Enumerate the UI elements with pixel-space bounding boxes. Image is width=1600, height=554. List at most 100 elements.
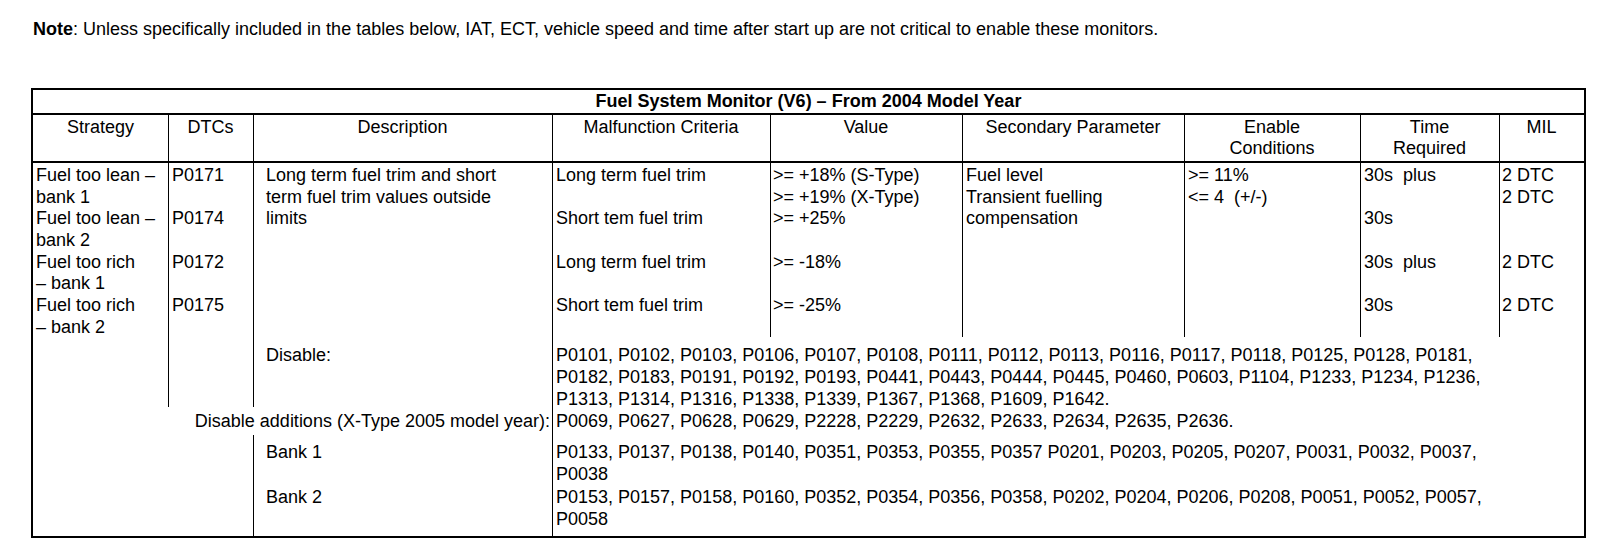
cell-line: limits: [266, 208, 561, 230]
cell-line: <= 4 (+/-): [1188, 187, 1360, 209]
col-header-time-required: Time Required: [1360, 117, 1499, 159]
cell-line: P0153, P0157, P0158, P0160, P0352, P0354…: [556, 486, 1582, 508]
col-header-secondary-parameter: Secondary Parameter: [962, 117, 1184, 138]
cell-line: compensation: [966, 208, 1184, 230]
cell-line: – bank 2: [36, 317, 171, 339]
cell-line: Fuel too rich: [36, 252, 171, 274]
cell-line: P0133, P0137, P0138, P0140, P0351, P0353…: [556, 441, 1582, 463]
cell-line: 2 DTC: [1502, 187, 1583, 209]
dtcs-cell: P0171 P0174 P0172 P0175: [168, 165, 257, 339]
cell-line: 30s plus: [1364, 165, 1499, 187]
border-under-title: [33, 113, 1584, 115]
col-header-enable-conditions: Enable Conditions: [1184, 117, 1360, 159]
cell-line: >= +19% (X-Type): [773, 187, 961, 209]
cell-line: [172, 317, 257, 339]
cell-line: bank 2: [36, 230, 171, 252]
cell-line: P0175: [172, 295, 257, 317]
cell-line: [556, 187, 770, 209]
cell-line: 2 DTC: [1502, 165, 1583, 187]
cell-line: [773, 317, 961, 339]
cell-line: [1364, 317, 1499, 339]
cell-line: [1502, 273, 1583, 295]
cell-line: P0172: [172, 252, 257, 274]
cell-line: >= 11%: [1188, 165, 1360, 187]
malfunction-criteria-cell: Long term fuel trim Short tem fuel trim Lo…: [552, 165, 770, 339]
cell-line: P0174: [172, 208, 257, 230]
value-cell: >= +18% (S-Type)>= +19% (X-Type)>= +25% >…: [770, 165, 961, 339]
border-secondary-enable: [1184, 113, 1185, 337]
disable-additions-label: Disable additions (X-Type 2005 model yea…: [131, 410, 550, 432]
col-header-value: Value: [770, 117, 962, 138]
cell-line: 30s: [1364, 208, 1499, 230]
cell-line: Short tem fuel trim: [556, 295, 770, 317]
note-label: Note: [33, 19, 73, 39]
col-header-strategy: Strategy: [33, 117, 168, 138]
disable-codes-list: P0101, P0102, P0103, P0106, P0107, P0108…: [556, 344, 1582, 410]
cell-line: [773, 230, 961, 252]
strategy-cell: Fuel too lean –bank 1Fuel too lean –bank…: [33, 165, 171, 339]
col-header-dtcs: DTCs: [168, 117, 253, 138]
cell-line: >= +18% (S-Type): [773, 165, 961, 187]
col-header-mil: MIL: [1499, 117, 1584, 138]
bank2-codes: P0153, P0157, P0158, P0160, P0352, P0354…: [556, 486, 1582, 530]
cell-line: Fuel too rich: [36, 295, 171, 317]
fuel-system-monitor-table: Fuel System Monitor (V6) – From 2004 Mod…: [31, 88, 1586, 538]
cell-line: Short tem fuel trim: [556, 208, 770, 230]
cell-line: [1502, 230, 1583, 252]
disable-label: Disable:: [266, 344, 331, 366]
cell-line: [773, 273, 961, 295]
cell-line: P0069, P0627, P0628, P0629, P2228, P2229…: [556, 410, 1582, 432]
cell-line: P0182, P0183, P0191, P0192, P0193, P0441…: [556, 366, 1582, 388]
cell-line: Fuel too lean –: [36, 165, 171, 187]
cell-line: >= -25%: [773, 295, 961, 317]
cell-line: bank 1: [36, 187, 171, 209]
disable-additions-codes: P0069, P0627, P0628, P0629, P2228, P2229…: [556, 410, 1582, 432]
cell-line: Fuel too lean –: [36, 208, 171, 230]
time-required-cell: 30s plus 30s 30s plus 30s: [1360, 165, 1499, 339]
border-under-header: [33, 161, 1584, 163]
cell-line: Long term fuel trim and short: [266, 165, 561, 187]
cell-line: [1364, 273, 1499, 295]
cell-line: Fuel level: [966, 165, 1184, 187]
scanned-document-page: { "note": { "label": "Note", "text": ": …: [0, 0, 1600, 554]
cell-line: [556, 273, 770, 295]
bank2-label: Bank 2: [266, 486, 322, 508]
cell-line: – bank 1: [36, 273, 171, 295]
cell-line: [172, 273, 257, 295]
cell-line: 30s plus: [1364, 252, 1499, 274]
col-header-malfunction-criteria: Malfunction Criteria: [552, 117, 770, 138]
cell-line: [1502, 208, 1583, 230]
border-bank-labels: [253, 435, 254, 536]
bank1-codes: P0133, P0137, P0138, P0140, P0351, P0353…: [556, 441, 1582, 485]
cell-line: P1313, P1314, P1316, P1338, P1339, P1367…: [556, 388, 1582, 410]
cell-line: 2 DTC: [1502, 295, 1583, 317]
note-text: : Unless specifically included in the ta…: [73, 19, 1158, 39]
mil-cell: 2 DTC2 DTC2 DTC2 DTC: [1499, 165, 1583, 339]
cell-line: Long term fuel trim: [556, 252, 770, 274]
cell-line: >= +25%: [773, 208, 961, 230]
cell-line: Transient fuelling: [966, 187, 1184, 209]
table-title: Fuel System Monitor (V6) – From 2004 Mod…: [33, 90, 1584, 113]
cell-line: [172, 187, 257, 209]
secondary-parameter-cell: Fuel levelTransient fuellingcompensation: [962, 165, 1184, 230]
cell-line: [1364, 187, 1499, 209]
cell-line: P0058: [556, 508, 1582, 530]
cell-line: Long term fuel trim: [556, 165, 770, 187]
enable-conditions-cell: >= 11%<= 4 (+/-): [1184, 165, 1360, 208]
bank1-label: Bank 1: [266, 441, 322, 463]
cell-line: [1502, 317, 1583, 339]
description-cell: Long term fuel trim and shortterm fuel t…: [253, 165, 561, 230]
cell-line: 30s: [1364, 295, 1499, 317]
cell-line: P0171: [172, 165, 257, 187]
cell-line: P0101, P0102, P0103, P0106, P0107, P0108…: [556, 344, 1582, 366]
cell-line: 2 DTC: [1502, 252, 1583, 274]
cell-line: [172, 230, 257, 252]
col-header-description: Description: [253, 117, 552, 138]
cell-line: [556, 317, 770, 339]
cell-line: [556, 230, 770, 252]
cell-line: P0038: [556, 463, 1582, 485]
cell-line: term fuel trim values outside: [266, 187, 561, 209]
cell-line: [1364, 230, 1499, 252]
cell-line: >= -18%: [773, 252, 961, 274]
note: Note: Unless specifically included in th…: [33, 17, 1573, 41]
